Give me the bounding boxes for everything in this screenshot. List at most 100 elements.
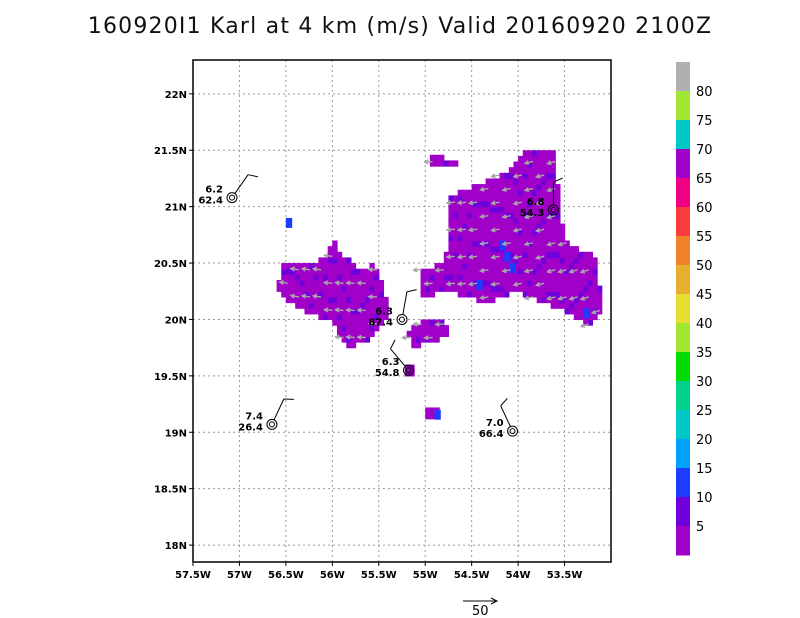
field-cell bbox=[527, 161, 533, 168]
field-cell bbox=[499, 279, 505, 287]
wind-vector-head bbox=[523, 214, 530, 220]
field-cell bbox=[346, 319, 352, 326]
field-cell bbox=[587, 291, 594, 298]
field-cell bbox=[457, 206, 463, 213]
field-cell bbox=[471, 240, 477, 247]
field-cell bbox=[327, 308, 333, 315]
station-label-top: 6.3 bbox=[375, 306, 393, 317]
field-cell bbox=[369, 296, 375, 304]
field-cell bbox=[550, 223, 556, 230]
wind-vector-head bbox=[523, 187, 530, 193]
field-cell bbox=[309, 263, 315, 270]
colorbar-segment bbox=[676, 410, 690, 440]
field-cell bbox=[406, 330, 412, 337]
field-cell bbox=[404, 370, 411, 377]
wind-vector-head bbox=[568, 295, 574, 301]
field-cell bbox=[453, 268, 459, 275]
station-label-bottom: 87.4 bbox=[368, 317, 393, 328]
field-cell bbox=[313, 302, 319, 309]
field-cell bbox=[443, 274, 450, 281]
field-cell bbox=[295, 302, 301, 309]
field-cell bbox=[494, 178, 501, 185]
field-cell bbox=[578, 302, 584, 309]
field-cell bbox=[309, 285, 315, 292]
field-cell bbox=[448, 246, 454, 253]
field-cell bbox=[555, 229, 561, 236]
field-cell bbox=[494, 229, 501, 236]
field-cell bbox=[420, 330, 426, 337]
field-cell bbox=[569, 308, 575, 315]
field-cell bbox=[555, 251, 561, 259]
field-cell bbox=[545, 184, 552, 191]
field-cell bbox=[355, 325, 361, 332]
field-cell bbox=[336, 263, 343, 270]
field-cell bbox=[364, 319, 371, 326]
field-cell bbox=[378, 291, 385, 298]
field-cell bbox=[508, 285, 515, 292]
field-cell bbox=[532, 206, 538, 213]
field-cell bbox=[564, 274, 570, 281]
field-cell bbox=[573, 302, 580, 309]
field-cell bbox=[508, 201, 515, 208]
field-cell bbox=[555, 212, 561, 219]
field-cell bbox=[513, 223, 519, 230]
field-cell bbox=[587, 308, 594, 315]
field-cell bbox=[439, 263, 445, 270]
station-label-top: 6.2 bbox=[205, 185, 223, 196]
field-cell bbox=[518, 195, 524, 202]
field-cell bbox=[457, 223, 463, 230]
field-cell bbox=[573, 268, 580, 275]
observation-station: 6.387.4 bbox=[368, 289, 417, 328]
field-cell bbox=[448, 206, 454, 213]
field-cell bbox=[559, 229, 566, 236]
field-cell bbox=[522, 155, 528, 163]
field-cell bbox=[304, 268, 310, 275]
field-cell bbox=[494, 263, 501, 270]
field-cell bbox=[527, 229, 533, 236]
field-cell bbox=[504, 184, 510, 191]
colorbar-segment bbox=[676, 149, 690, 179]
field-cell bbox=[555, 274, 561, 281]
field-cell bbox=[336, 330, 343, 337]
field-cell bbox=[545, 178, 552, 185]
field-cell bbox=[425, 291, 431, 298]
field-cell bbox=[559, 257, 566, 264]
field-cell bbox=[504, 268, 510, 275]
wind-barb-flag bbox=[500, 398, 508, 407]
field-cell bbox=[518, 234, 524, 242]
field-cell bbox=[471, 274, 477, 281]
field-cell bbox=[569, 302, 575, 309]
field-cell bbox=[513, 285, 519, 292]
colorbar-label: 15 bbox=[696, 462, 713, 477]
field-cell bbox=[336, 285, 343, 292]
reference-vector: 50 bbox=[463, 597, 499, 618]
station-center-icon bbox=[405, 367, 412, 374]
field-cell bbox=[550, 268, 556, 275]
field-cell bbox=[350, 308, 357, 315]
field-cell bbox=[369, 279, 375, 287]
field-cell bbox=[457, 291, 463, 298]
field-cell bbox=[383, 296, 389, 304]
field-cell bbox=[411, 342, 417, 349]
field-cell bbox=[350, 319, 357, 326]
field-cell bbox=[499, 274, 505, 281]
field-cell bbox=[513, 274, 519, 281]
field-cell bbox=[573, 308, 580, 315]
field-cell bbox=[299, 263, 306, 270]
field-cell bbox=[536, 234, 542, 242]
field-cell bbox=[313, 274, 319, 281]
field-cell bbox=[290, 263, 296, 270]
field-cell bbox=[369, 325, 375, 332]
field-cell bbox=[462, 246, 468, 253]
field-cell bbox=[494, 195, 501, 202]
wind-vector-head bbox=[456, 200, 463, 206]
field-cell bbox=[504, 274, 510, 281]
field-cell bbox=[467, 268, 473, 275]
field-cell bbox=[462, 217, 468, 225]
field-cell bbox=[295, 263, 301, 270]
field-cell-high bbox=[583, 308, 590, 319]
field-cell bbox=[541, 184, 547, 191]
field-cell bbox=[499, 206, 505, 213]
field-cell bbox=[336, 257, 343, 264]
field-cell bbox=[518, 189, 524, 196]
